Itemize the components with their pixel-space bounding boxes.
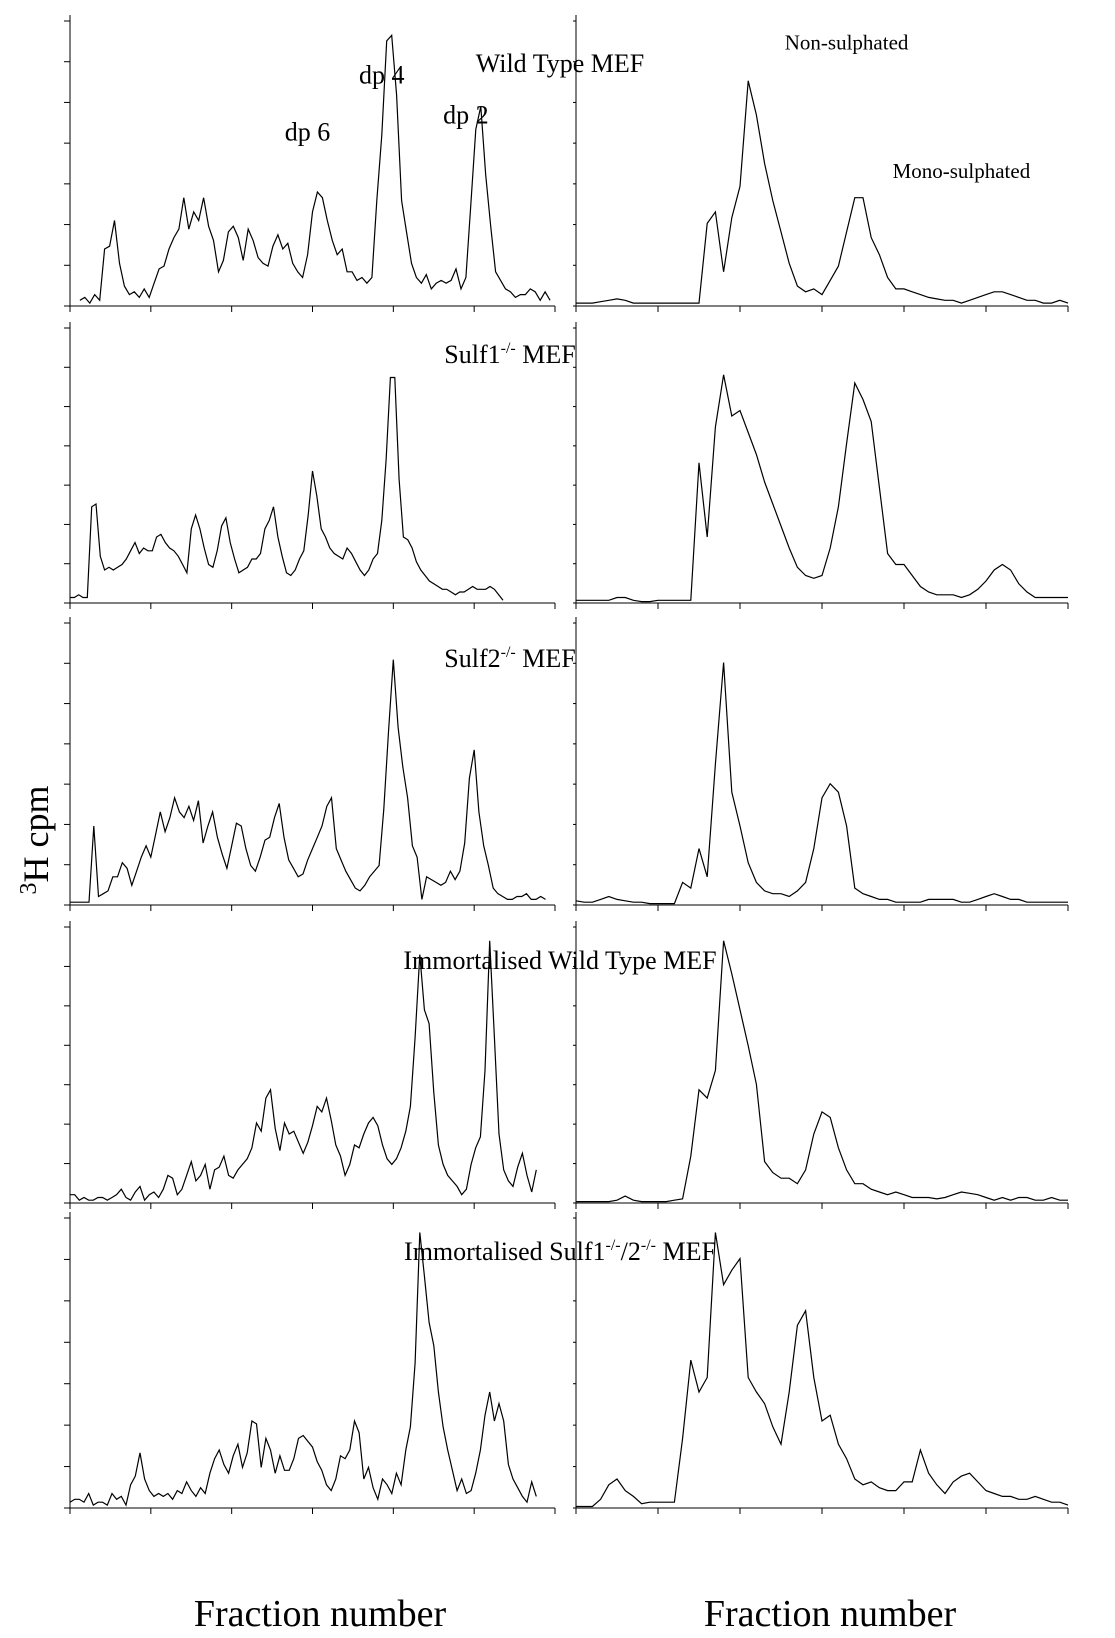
panel-title-suffix: MEF bbox=[656, 1237, 716, 1266]
y-axis-label-main: H cpm bbox=[16, 786, 56, 883]
series-line bbox=[576, 374, 1068, 603]
series-line bbox=[79, 33, 551, 305]
series-line bbox=[576, 940, 1068, 1203]
peak-annotation: dp 6 bbox=[285, 118, 331, 147]
series-line bbox=[70, 659, 546, 903]
peak-annotation: Mono-sulphated bbox=[893, 159, 1031, 183]
panel-title-main: Immortalised Sulf1 bbox=[404, 1237, 605, 1266]
panel-sulf2-left: Sulf2-/- MEF bbox=[64, 617, 576, 911]
panel-title: Immortalised Wild Type MEF bbox=[403, 946, 716, 975]
panel-title-suffix: /2 bbox=[621, 1237, 641, 1266]
y-axis-label: 3H cpm bbox=[16, 786, 56, 895]
x-axis-label-right: Fraction number bbox=[704, 1593, 957, 1635]
series-line bbox=[576, 80, 1069, 304]
x-axis-label-left: Fraction number bbox=[194, 1593, 447, 1635]
panel-sulf2-right bbox=[573, 617, 1069, 911]
panel-wild-type-left: Wild Type MEF dp 6 dp 4 dp 2 bbox=[64, 15, 644, 312]
panel-title-main: Wild Type MEF bbox=[476, 49, 645, 78]
panel-title-suffix: MEF bbox=[516, 644, 576, 673]
panel-title-superscript: -/- bbox=[501, 340, 516, 357]
panel-immortalised-wild-type-right bbox=[573, 921, 1069, 1209]
panel-title-suffix: MEF bbox=[516, 340, 576, 369]
series-line bbox=[70, 940, 537, 1202]
panel-title-main: Sulf1 bbox=[444, 340, 500, 369]
panel-sulf1-right bbox=[573, 322, 1069, 609]
panel-immortalised-wild-type-left: Immortalised Wild Type MEF bbox=[64, 921, 717, 1209]
panel-immortalised-sulf1-sulf2-right bbox=[573, 1212, 1069, 1514]
peak-annotation: dp 4 bbox=[359, 61, 405, 90]
series-line bbox=[576, 1232, 1069, 1508]
series-line bbox=[69, 1232, 537, 1507]
panel-title: Immortalised Sulf1-/-/2-/- MEF bbox=[404, 1237, 716, 1266]
series-line bbox=[575, 662, 1068, 905]
y-axis-label-superscript: 3 bbox=[16, 882, 42, 894]
peak-annotation: Non-sulphated bbox=[785, 31, 909, 55]
panel-immortalised-sulf1-sulf2-left: Immortalised Sulf1-/-/2-/- MEF bbox=[64, 1212, 716, 1514]
panel-title: Sulf1-/- MEF bbox=[444, 340, 575, 369]
panel-title-superscript: -/- bbox=[501, 644, 516, 661]
panels-group: Wild Type MEF dp 6 dp 4 dp 2 Non-sulphated Mo… bbox=[64, 15, 1069, 1514]
panel-title-main: Sulf2 bbox=[444, 644, 500, 673]
panel-title-superscript: -/- bbox=[606, 1237, 621, 1254]
panel-title: Sulf2-/- MEF bbox=[444, 644, 575, 673]
panel-title-superscript: -/- bbox=[641, 1237, 656, 1254]
panel-sulf1-left: Sulf1-/- MEF bbox=[64, 322, 576, 609]
series-line bbox=[70, 376, 504, 601]
panel-title: Wild Type MEF bbox=[476, 49, 645, 78]
panel-title-main: Immortalised Wild Type MEF bbox=[403, 946, 716, 975]
peak-annotation: dp 2 bbox=[443, 101, 489, 130]
